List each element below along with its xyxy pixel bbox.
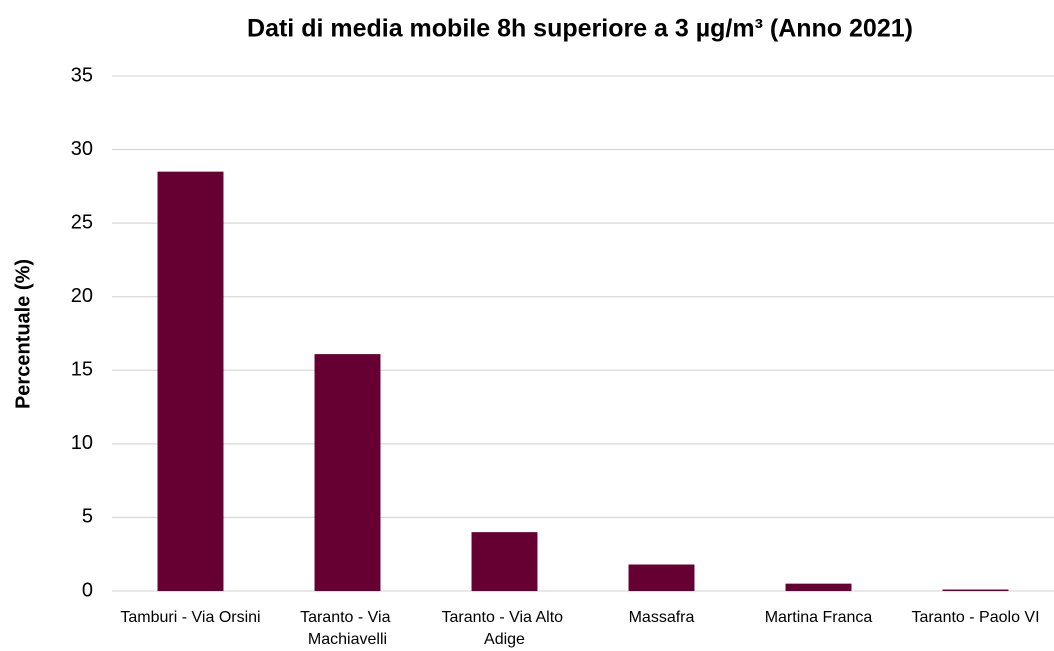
bar: [628, 564, 695, 591]
y-tick-label: 0: [82, 579, 93, 601]
bar: [471, 532, 538, 591]
y-tick-label: 35: [71, 64, 93, 86]
bar: [314, 354, 381, 591]
y-tick-label: 30: [71, 138, 93, 160]
y-tick-label: 10: [71, 432, 93, 454]
y-tick-label: 20: [71, 285, 93, 307]
bar: [157, 171, 224, 591]
x-tick-label: Martina Franca: [765, 609, 873, 626]
x-tick-label: Taranto - Via Machiavelli: [300, 609, 395, 648]
y-tick-label: 25: [71, 211, 93, 233]
y-tick-label: 5: [82, 506, 93, 528]
x-tick-label: Taranto - Paolo VI: [911, 609, 1039, 626]
x-tick-label: Tamburi - Via Orsini: [120, 609, 260, 626]
y-axis-label: Percentuale (%): [12, 259, 34, 409]
x-tick-label: Taranto - Via Alto Adige: [442, 609, 568, 648]
bar: [785, 583, 852, 591]
chart-title: Dati di media mobile 8h superiore a 3 µg…: [247, 15, 913, 43]
x-tick-label: Massafra: [629, 609, 695, 626]
y-tick-label: 15: [71, 359, 93, 381]
bar: [942, 589, 1009, 591]
